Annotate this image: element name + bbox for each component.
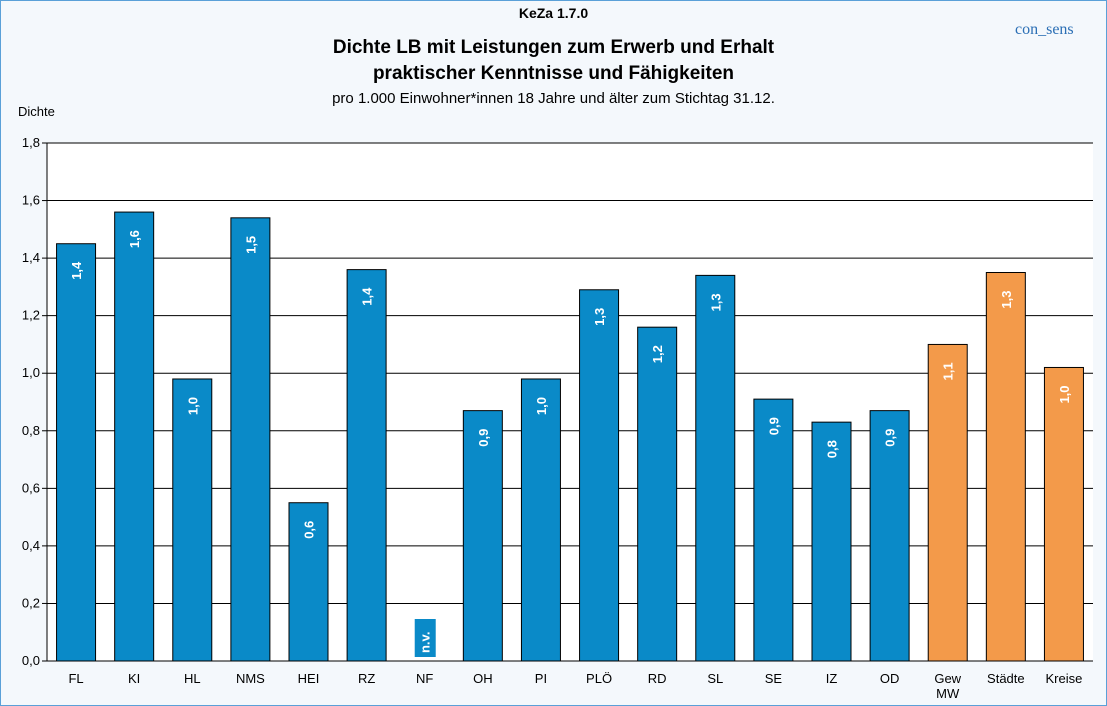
data-label: 1,4 xyxy=(360,287,375,306)
data-label: 1,3 xyxy=(592,308,607,326)
bar-rd xyxy=(637,326,678,662)
x-tick-label: Kreise xyxy=(1046,671,1083,686)
brand-logo-text: con_sens xyxy=(1015,21,1074,38)
chart-title-line-2: praktischer Kenntnisse und Fähigkeiten xyxy=(372,63,735,84)
data-label: 0,6 xyxy=(302,521,317,539)
na-marker xyxy=(414,619,436,657)
x-tick-label: RD xyxy=(648,671,667,686)
data-label: 1,4 xyxy=(69,261,84,280)
y-axis-label: Dichte xyxy=(18,104,55,119)
bar-plö xyxy=(579,289,620,662)
bar-ki xyxy=(114,211,155,662)
data-label: 1,0 xyxy=(534,397,549,415)
y-tick-label: 1,0 xyxy=(22,365,40,380)
bar-se xyxy=(753,398,794,662)
x-tick-label: SL xyxy=(707,671,723,686)
chart-subtitle: pro 1.000 Einwohner*innen 18 Jahre und ä… xyxy=(332,90,775,107)
data-label: 1,1 xyxy=(941,362,956,380)
data-label: 0,9 xyxy=(883,429,898,447)
x-tick-label: NF xyxy=(416,671,433,686)
x-tick-label: HEI xyxy=(298,671,320,686)
bar-pi xyxy=(520,378,561,662)
x-tick-label: SE xyxy=(765,671,783,686)
x-tick-label: OH xyxy=(473,671,493,686)
data-label: 1,3 xyxy=(999,290,1014,308)
data-label: 1,6 xyxy=(127,230,142,248)
y-tick-label: 1,2 xyxy=(22,308,40,323)
data-label: 0,9 xyxy=(476,429,491,447)
x-tick-label: Städte xyxy=(987,671,1025,686)
x-tick-label: HL xyxy=(184,671,201,686)
y-tick-label: 0,0 xyxy=(22,653,40,668)
x-tick-label: FL xyxy=(68,671,83,686)
bar-sl xyxy=(695,274,736,662)
chart-kicker: KeZa 1.7.0 xyxy=(518,5,589,21)
bar-hl xyxy=(172,378,213,662)
data-label-na: n.v. xyxy=(418,632,433,653)
data-label: 1,0 xyxy=(1057,385,1072,403)
bar-nms xyxy=(230,217,271,662)
bar-gew-mw xyxy=(927,343,968,662)
x-tick-label: NMS xyxy=(236,671,265,686)
x-tick-label: PLÖ xyxy=(586,671,612,686)
plot-area xyxy=(47,143,1093,661)
data-label: 1,5 xyxy=(243,236,258,254)
bar-hei xyxy=(288,502,329,662)
x-tick-label: IZ xyxy=(826,671,838,686)
bar-fl xyxy=(56,243,97,662)
y-tick-label: 0,6 xyxy=(22,480,40,495)
x-tick-label: MW xyxy=(936,686,960,701)
y-tick-label: 0,8 xyxy=(22,423,40,438)
y-tick-label: 1,4 xyxy=(22,250,40,265)
x-tick-label: RZ xyxy=(358,671,375,686)
y-tick-label: 0,2 xyxy=(22,595,40,610)
x-tick-label: PI xyxy=(535,671,547,686)
data-label: 0,8 xyxy=(825,440,840,458)
bar-iz xyxy=(811,421,852,662)
data-label: 0,9 xyxy=(766,417,781,435)
bar-kreise xyxy=(1043,366,1084,662)
bar-oh xyxy=(462,410,503,662)
x-tick-label: OD xyxy=(880,671,900,686)
y-tick-label: 1,6 xyxy=(22,193,40,208)
bar-rz xyxy=(346,269,387,662)
bar-od xyxy=(869,410,910,662)
x-tick-label: Gew xyxy=(934,671,961,686)
x-tick-label: KI xyxy=(128,671,140,686)
data-label: 1,0 xyxy=(185,397,200,415)
data-label: 1,3 xyxy=(708,293,723,311)
chart-title-line-1: Dichte LB mit Leistungen zum Erwerb und … xyxy=(332,37,775,58)
bar-städte xyxy=(985,272,1026,662)
y-tick-label: 1,8 xyxy=(22,135,40,150)
data-label: 1,2 xyxy=(650,345,665,363)
y-tick-label: 0,4 xyxy=(22,538,40,553)
